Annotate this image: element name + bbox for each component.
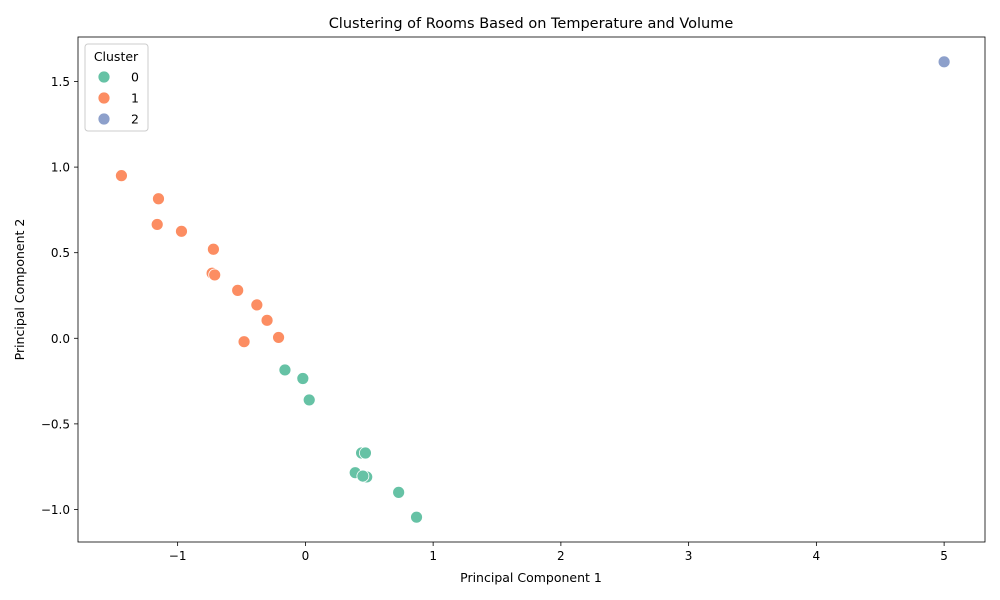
cluster-2-point bbox=[937, 55, 951, 69]
legend-label: 1 bbox=[131, 91, 139, 106]
x-axis-label: Principal Component 1 bbox=[460, 570, 602, 585]
cluster-0-point bbox=[278, 363, 292, 377]
cluster-0-point bbox=[296, 372, 310, 385]
x-tick-label: 3 bbox=[685, 549, 693, 563]
legend-box bbox=[84, 43, 149, 132]
cluster-1-point bbox=[150, 218, 164, 231]
legend-items: 0 1 2 bbox=[97, 70, 139, 127]
cluster-0-point bbox=[359, 446, 372, 460]
y-tick-label: 0.5 bbox=[51, 246, 70, 260]
y-tick-label: −1.0 bbox=[41, 503, 70, 517]
plot-area bbox=[77, 36, 986, 543]
y-tick-label: 1.0 bbox=[51, 161, 70, 175]
cluster-1-point bbox=[208, 268, 222, 282]
y-axis: −1.0 −0.5 0.0 0.5 1.0 1.5 bbox=[41, 75, 78, 517]
cluster-0-point bbox=[356, 469, 370, 483]
y-tick-label: −0.5 bbox=[41, 417, 70, 431]
legend: Cluster 0 1 2 bbox=[84, 43, 149, 132]
cluster-1-point bbox=[250, 298, 264, 312]
y-tick-label: 0.0 bbox=[51, 332, 70, 346]
legend-marker bbox=[97, 91, 111, 105]
cluster-1-point bbox=[175, 224, 188, 238]
legend-marker bbox=[97, 112, 111, 126]
plot-frame bbox=[77, 36, 986, 543]
legend-title: Cluster bbox=[94, 49, 139, 64]
legend-marker bbox=[97, 70, 111, 84]
cluster-1-point bbox=[237, 335, 251, 349]
cluster-0-point bbox=[392, 485, 406, 499]
x-axis: −1 0 1 2 3 4 5 bbox=[169, 542, 948, 563]
x-tick-label: 1 bbox=[429, 549, 437, 563]
y-axis-label: Principal Component 2 bbox=[12, 219, 27, 361]
cluster-1-point bbox=[115, 169, 128, 183]
cluster-0-point bbox=[410, 510, 423, 524]
plot-background bbox=[78, 37, 985, 542]
chart-title: Clustering of Rooms Based on Temperature… bbox=[329, 16, 734, 32]
legend-label: 2 bbox=[131, 112, 139, 127]
y-tick-label: 1.5 bbox=[51, 75, 70, 89]
cluster-1-point bbox=[260, 313, 274, 327]
legend-label: 0 bbox=[131, 70, 139, 85]
cluster-1-point bbox=[272, 331, 285, 344]
cluster-1-point bbox=[231, 283, 245, 297]
x-tick-label: 4 bbox=[813, 549, 821, 563]
x-tick-label: 5 bbox=[940, 549, 948, 563]
cluster-1-point bbox=[152, 192, 165, 206]
cluster-1-point bbox=[207, 242, 220, 256]
data-points bbox=[115, 55, 951, 524]
x-tick-label: 0 bbox=[302, 549, 310, 563]
x-tick-label: 2 bbox=[557, 549, 565, 563]
cluster-0-point bbox=[302, 393, 316, 407]
x-tick-label: −1 bbox=[169, 549, 187, 563]
